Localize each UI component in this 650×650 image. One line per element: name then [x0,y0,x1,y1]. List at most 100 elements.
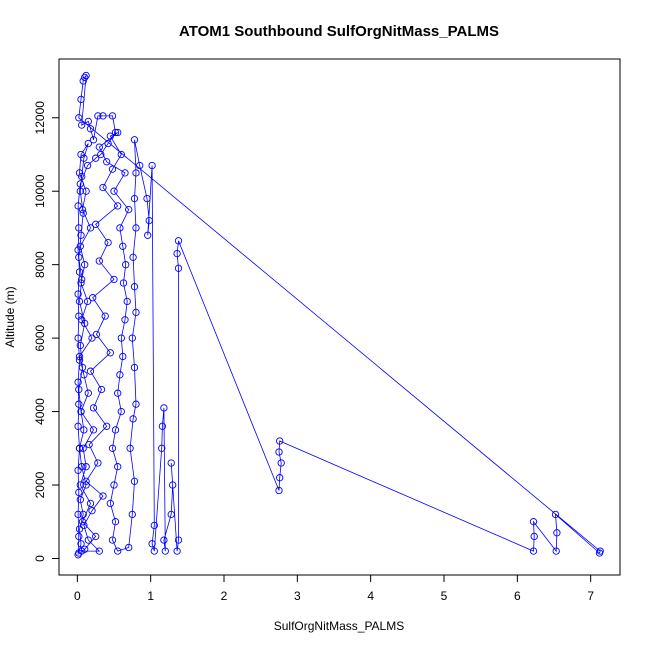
data-point [83,297,92,306]
data-point [75,352,84,361]
data-point [132,400,140,408]
data-point [161,547,169,555]
data-point [132,308,140,317]
data-point [77,231,85,239]
data-point [82,477,90,485]
data-point [150,547,158,555]
data-point [529,518,538,526]
data-point [75,224,83,232]
data-point [78,363,87,372]
data-point [82,481,90,489]
data-point [84,536,92,544]
data-point [110,275,118,284]
data-point [76,187,84,195]
data-point [111,128,120,137]
data-point [173,249,181,258]
data-point [117,334,125,342]
data-point [78,275,86,284]
data-point [95,143,103,151]
y-tick-label: 6000 [33,324,47,351]
data-point [174,264,183,272]
data-point [75,169,84,177]
data-point [130,283,139,291]
data-point [84,139,92,148]
data-point [101,312,109,320]
x-tick-label: 2 [221,589,228,603]
data-point [173,547,181,555]
data-point [125,543,133,552]
data-point [144,231,152,239]
data-point [86,367,95,375]
data-point [79,510,87,519]
data-point [75,356,84,364]
data-point [99,492,107,500]
x-axis-label: SulfOrgNitMass_PALMS [274,619,404,633]
data-point [77,407,85,416]
series-line [77,74,601,555]
data-point [114,547,122,555]
data-point [111,518,120,526]
data-point [74,378,82,386]
data-point [150,521,158,530]
data-point [174,237,183,245]
data-point [103,422,111,430]
data-point [95,257,103,265]
data-point [116,371,124,379]
data-point [106,349,114,357]
data-point [129,415,137,423]
data-point [75,525,84,533]
data-point [88,334,96,342]
y-axis: 0 2000 4000 6000 8000 10000 12000 [33,101,60,562]
data-point [75,385,83,394]
y-tick-label: 8000 [33,251,47,278]
data-point [80,371,88,379]
data-point [99,112,107,120]
data-point [92,330,101,339]
data-point [89,404,98,412]
data-point [174,536,183,544]
data-point [110,187,118,195]
data-point [82,463,90,471]
data-point [74,422,82,430]
data-point [78,205,87,214]
data-point [99,183,107,192]
data-point [114,128,122,137]
data-point [551,510,560,519]
chart-title: ATOM1 Southbound SulfOrgNitMass_PALMS [179,23,499,40]
data-point [148,540,156,548]
data-point [104,238,112,247]
data-point [103,158,111,166]
data-point [160,536,168,544]
data-point [82,71,90,80]
data-point [95,547,103,555]
data-point [79,209,87,217]
data-point [148,161,156,170]
data-point [596,547,604,555]
data-point [74,466,82,474]
data-point [145,216,153,225]
data-point [89,136,98,144]
data-point [114,389,122,397]
x-tick-label: 5 [441,589,448,603]
data-point [89,426,98,434]
y-tick-label: 2000 [33,471,47,498]
data-point [119,279,128,287]
data-point [74,334,82,342]
data-point [108,444,117,452]
data-point [77,150,85,159]
data-point [92,220,100,228]
data-point [106,499,114,508]
data-point [86,224,95,232]
data-point [130,477,139,485]
data-point [167,510,175,519]
data-point [108,536,117,544]
data-point [116,224,124,232]
data-point [77,95,85,104]
data-point [143,194,151,203]
data-point [275,448,283,456]
data-series [74,71,604,559]
data-point [76,180,84,188]
data-point [75,400,83,408]
data-point [81,73,89,82]
